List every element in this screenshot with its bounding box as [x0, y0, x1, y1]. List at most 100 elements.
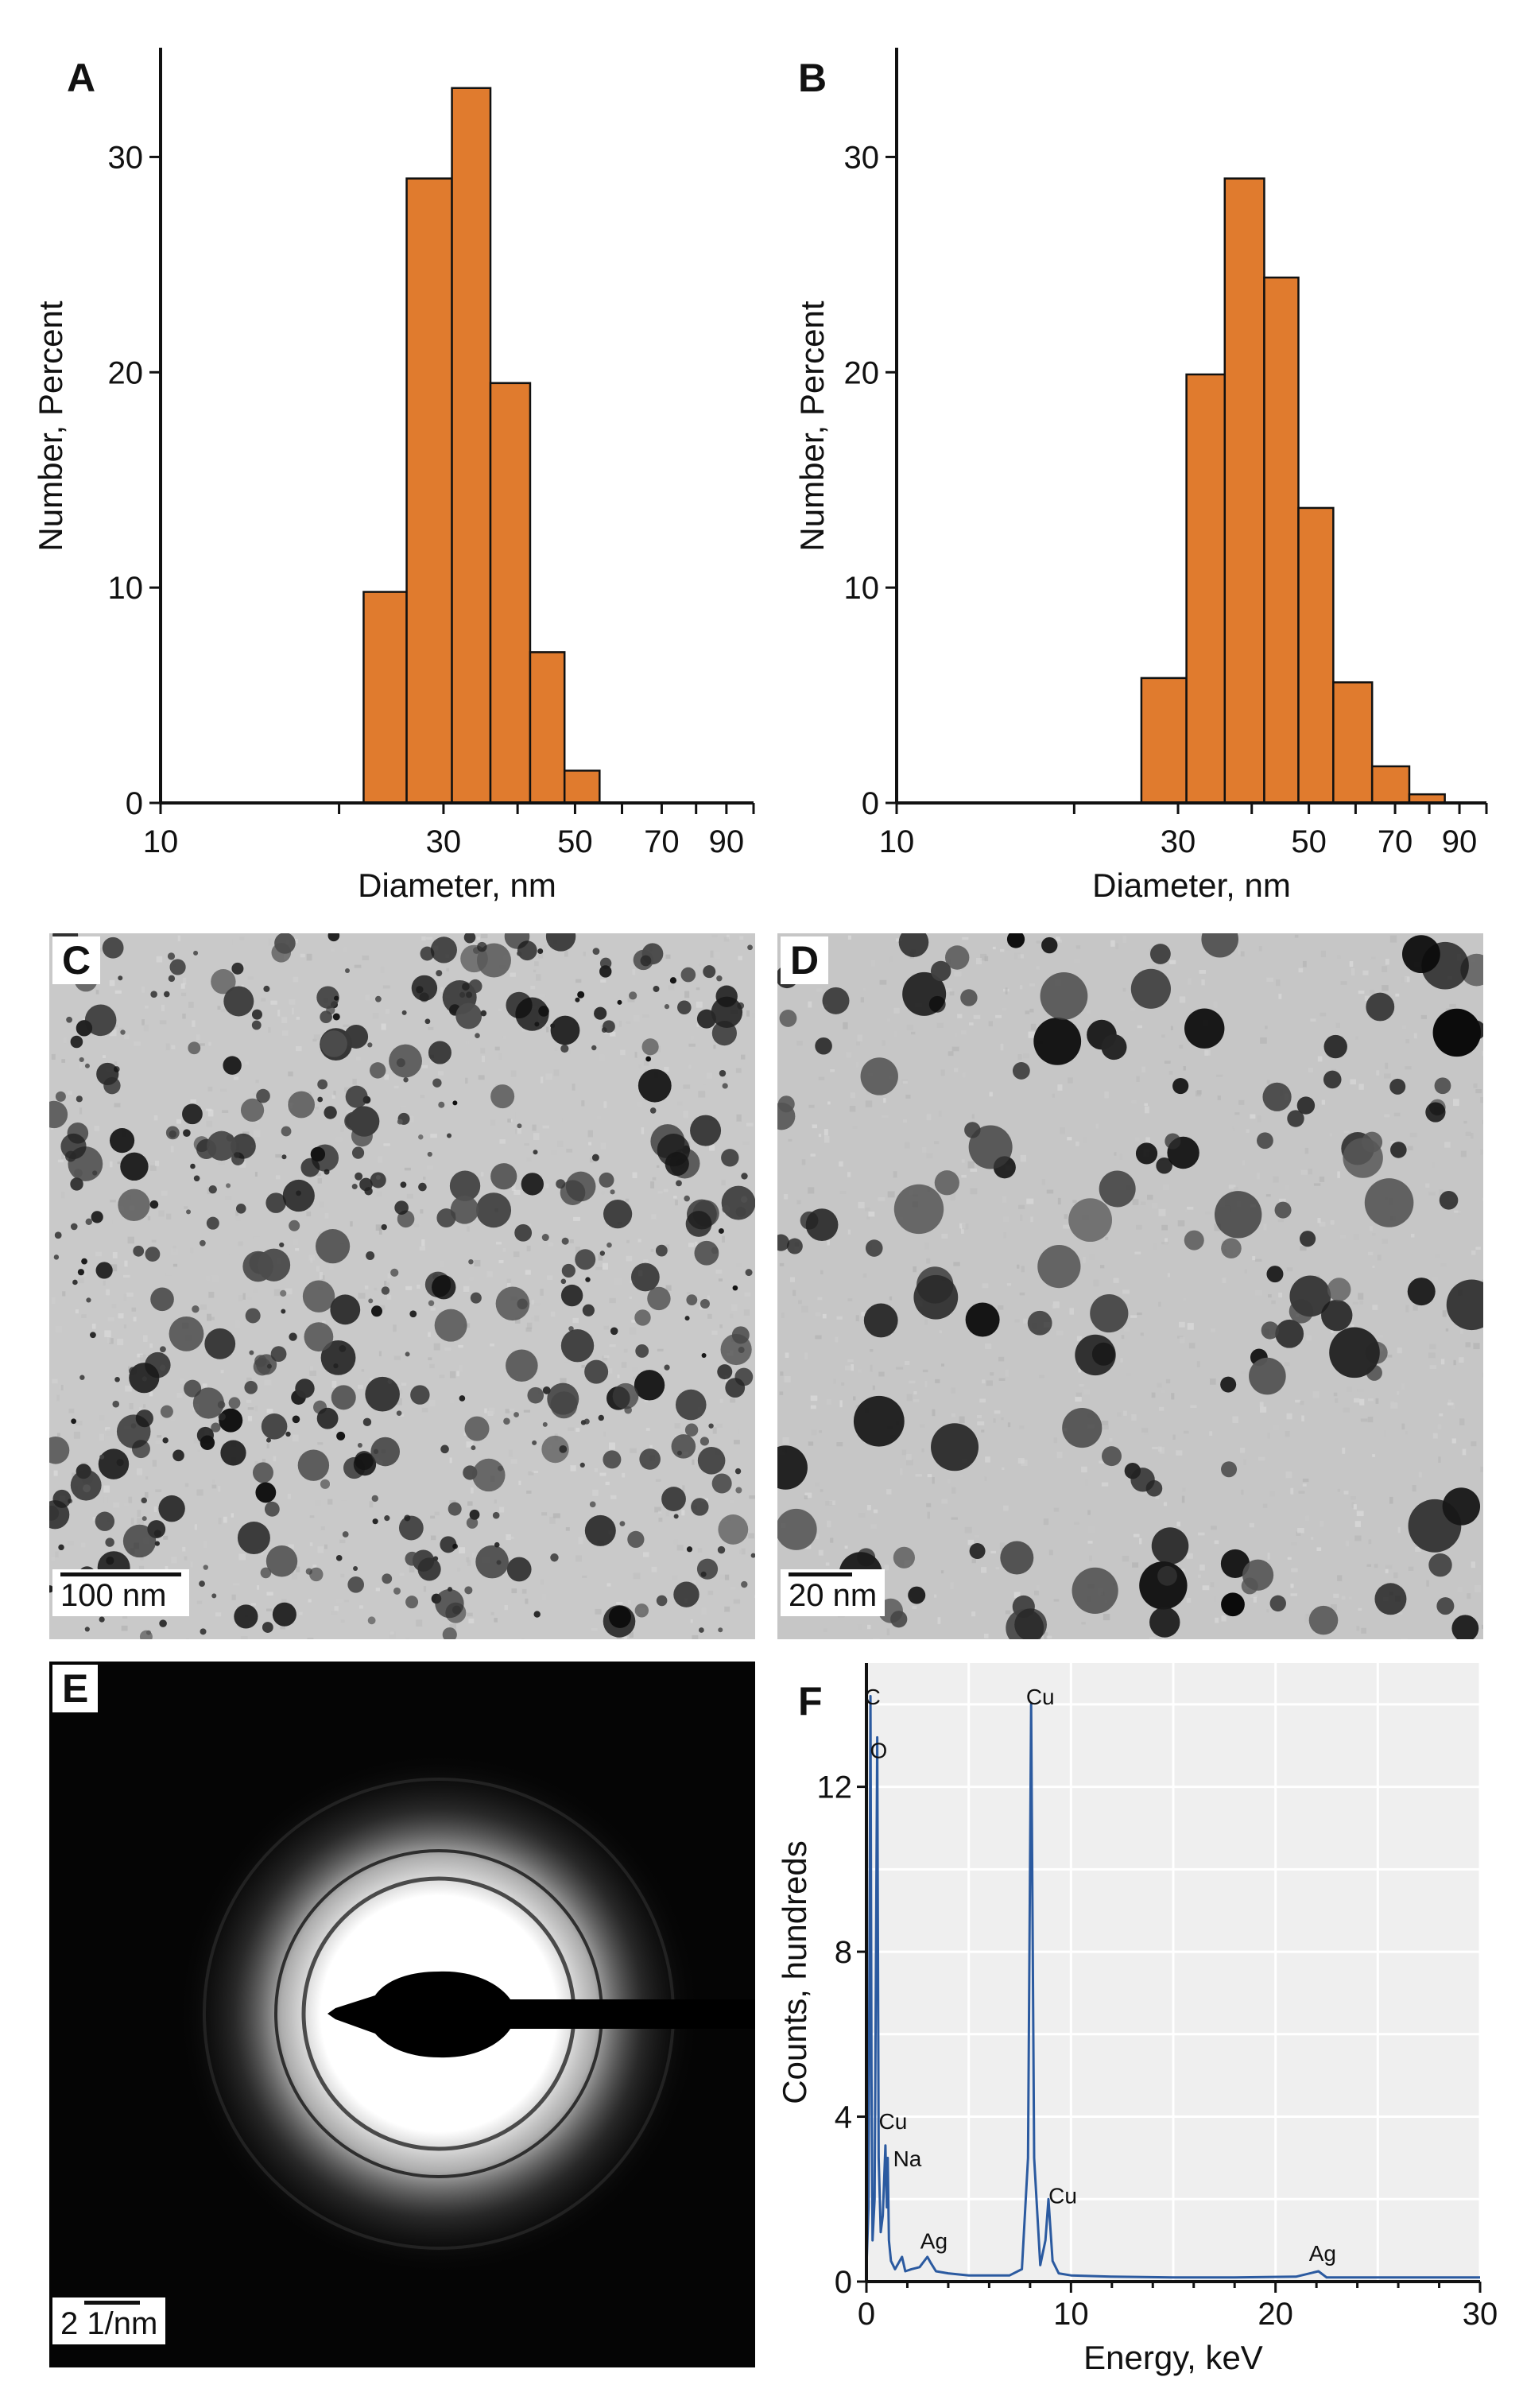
- background-noise: [1029, 1009, 1033, 1013]
- background-noise: [64, 1037, 66, 1043]
- background-noise: [1438, 1456, 1440, 1463]
- nanoparticle: [65, 1151, 76, 1162]
- background-noise: [1122, 1289, 1130, 1293]
- nanoparticle: [161, 1406, 173, 1418]
- background-noise: [317, 1442, 323, 1444]
- background-noise: [1397, 1347, 1402, 1353]
- background-noise: [990, 1372, 994, 1375]
- nanoparticle: [83, 1484, 91, 1492]
- nanoparticle: [99, 1455, 104, 1460]
- background-noise: [1199, 970, 1206, 974]
- background-noise: [889, 1297, 892, 1301]
- nanoparticle: [703, 965, 715, 978]
- nanoparticle: [349, 1106, 379, 1136]
- background-noise: [1069, 1308, 1074, 1314]
- background-noise: [405, 1286, 412, 1290]
- nanoparticle: [1390, 1142, 1407, 1158]
- histogram-bar: [1187, 374, 1225, 803]
- nanoparticle: [85, 1627, 90, 1631]
- background-noise: [141, 987, 145, 993]
- background-noise: [490, 1120, 495, 1126]
- background-noise: [1463, 1449, 1467, 1456]
- background-noise: [1444, 1142, 1450, 1147]
- nanoparticle: [169, 975, 175, 982]
- background-noise: [394, 1086, 399, 1088]
- background-noise: [1037, 940, 1042, 943]
- background-noise: [878, 1371, 884, 1376]
- background-noise: [848, 936, 851, 940]
- background-noise: [730, 1587, 735, 1590]
- background-noise: [592, 1490, 599, 1496]
- background-noise: [603, 1263, 608, 1270]
- background-noise: [819, 1550, 824, 1556]
- background-noise: [808, 1441, 813, 1445]
- background-noise: [1176, 1450, 1182, 1456]
- background-noise: [1029, 983, 1035, 987]
- background-noise: [1020, 985, 1022, 989]
- nanoparticle: [514, 1224, 532, 1242]
- nanoparticle: [780, 1010, 797, 1027]
- background-noise: [683, 1084, 690, 1088]
- background-noise: [1122, 1335, 1125, 1339]
- background-noise: [1397, 1275, 1401, 1282]
- nanoparticle: [432, 1078, 441, 1087]
- background-noise: [847, 1172, 851, 1177]
- background-noise: [1452, 1438, 1456, 1443]
- nanoparticle: [721, 1334, 752, 1365]
- background-noise: [1008, 1422, 1010, 1427]
- background-noise: [158, 1210, 164, 1216]
- x-tick-label: 0: [858, 2297, 875, 2332]
- background-noise: [1001, 1044, 1004, 1051]
- nanoparticle: [656, 1245, 668, 1257]
- background-noise: [646, 1428, 650, 1431]
- background-noise: [1460, 1329, 1463, 1334]
- background-noise: [883, 1098, 886, 1103]
- nanoparticle: [120, 1153, 148, 1181]
- nanoparticle: [681, 967, 696, 983]
- nanoparticle: [295, 1378, 314, 1398]
- nanoparticle: [382, 1573, 392, 1584]
- nanoparticle: [110, 1128, 134, 1153]
- background-noise: [276, 1175, 280, 1179]
- background-noise: [900, 1468, 903, 1475]
- nanoparticle: [399, 1516, 424, 1541]
- background-noise: [541, 1512, 547, 1515]
- nanoparticle: [150, 1200, 159, 1209]
- background-noise: [52, 1297, 55, 1304]
- background-noise: [887, 1628, 890, 1635]
- background-noise: [564, 950, 568, 956]
- background-noise: [857, 1035, 862, 1041]
- background-noise: [1384, 1115, 1389, 1118]
- background-noise: [974, 1015, 981, 1019]
- background-noise: [1025, 1010, 1029, 1014]
- nanoparticle: [583, 1305, 595, 1316]
- nanoparticle: [471, 1293, 482, 1304]
- nanoparticle: [76, 1464, 91, 1479]
- nanoparticle: [777, 1445, 808, 1489]
- nanoparticle: [521, 1173, 544, 1195]
- nanoparticle: [317, 1408, 339, 1429]
- background-noise: [124, 1503, 129, 1506]
- background-noise: [1463, 1121, 1467, 1123]
- background-noise: [459, 1365, 463, 1372]
- background-noise: [1337, 955, 1341, 959]
- nanoparticle: [866, 1239, 883, 1257]
- nanoparticle: [1261, 1321, 1279, 1339]
- nanoparticle: [715, 986, 737, 1007]
- nanoparticle: [1131, 969, 1171, 1009]
- background-noise: [208, 1087, 213, 1092]
- background-noise: [977, 1421, 984, 1425]
- background-noise: [1074, 959, 1080, 963]
- nanoparticle: [1389, 1079, 1405, 1095]
- background-noise: [998, 1357, 1004, 1362]
- background-noise: [1357, 1389, 1364, 1392]
- background-noise: [593, 1624, 599, 1627]
- background-noise: [865, 1208, 870, 1211]
- background-noise: [267, 1444, 269, 1448]
- background-noise: [1300, 1401, 1304, 1405]
- background-noise: [1188, 978, 1191, 985]
- nanoparticle: [320, 1479, 330, 1489]
- background-noise: [962, 937, 968, 940]
- background-noise: [212, 1485, 217, 1489]
